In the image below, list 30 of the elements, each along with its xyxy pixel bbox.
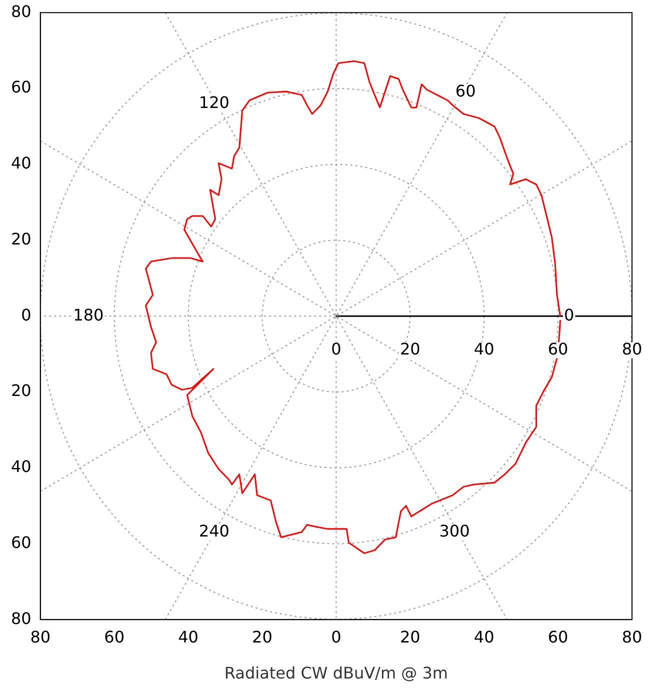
y-tick-label: 40 — [11, 154, 32, 173]
y-tick-label: 80 — [11, 2, 32, 21]
annotation: 120 — [198, 92, 230, 112]
annotation: 240 — [198, 522, 230, 540]
annotation: 40 — [474, 339, 494, 358]
y-tick-label: 40 — [11, 457, 32, 476]
x-axis-title: Radiated CW dBuV/m @ 3m — [224, 664, 448, 683]
annotation: 60 — [548, 339, 568, 358]
x-tick-label: 80 — [30, 627, 51, 646]
annotation: 60 — [455, 81, 476, 100]
x-tick-label: 60 — [548, 627, 568, 646]
annotation: 0 — [564, 305, 574, 324]
y-tick-label: 60 — [11, 532, 32, 552]
annotation: 20 — [400, 339, 420, 358]
annotation: 80 — [622, 339, 642, 358]
x-tick-label: 80 — [622, 627, 642, 646]
annotation: 0 — [331, 339, 342, 358]
y-tick-label: 80 — [11, 608, 32, 628]
annotation: 180 — [73, 305, 104, 324]
y-tick-label: 20 — [11, 381, 32, 400]
y-tick-label: 20 — [11, 229, 32, 248]
x-tick-label: 0 — [331, 627, 342, 646]
x-tick-label: 40 — [178, 627, 198, 646]
x-tick-label: 40 — [474, 627, 494, 646]
x-tick-label: 60 — [104, 627, 124, 646]
x-tick-label: 20 — [252, 627, 272, 646]
y-tick-label: 0 — [21, 305, 32, 324]
x-tick-label: 20 — [400, 627, 420, 646]
annotation: 300 — [439, 522, 470, 540]
y-tick-label: 60 — [11, 78, 32, 97]
